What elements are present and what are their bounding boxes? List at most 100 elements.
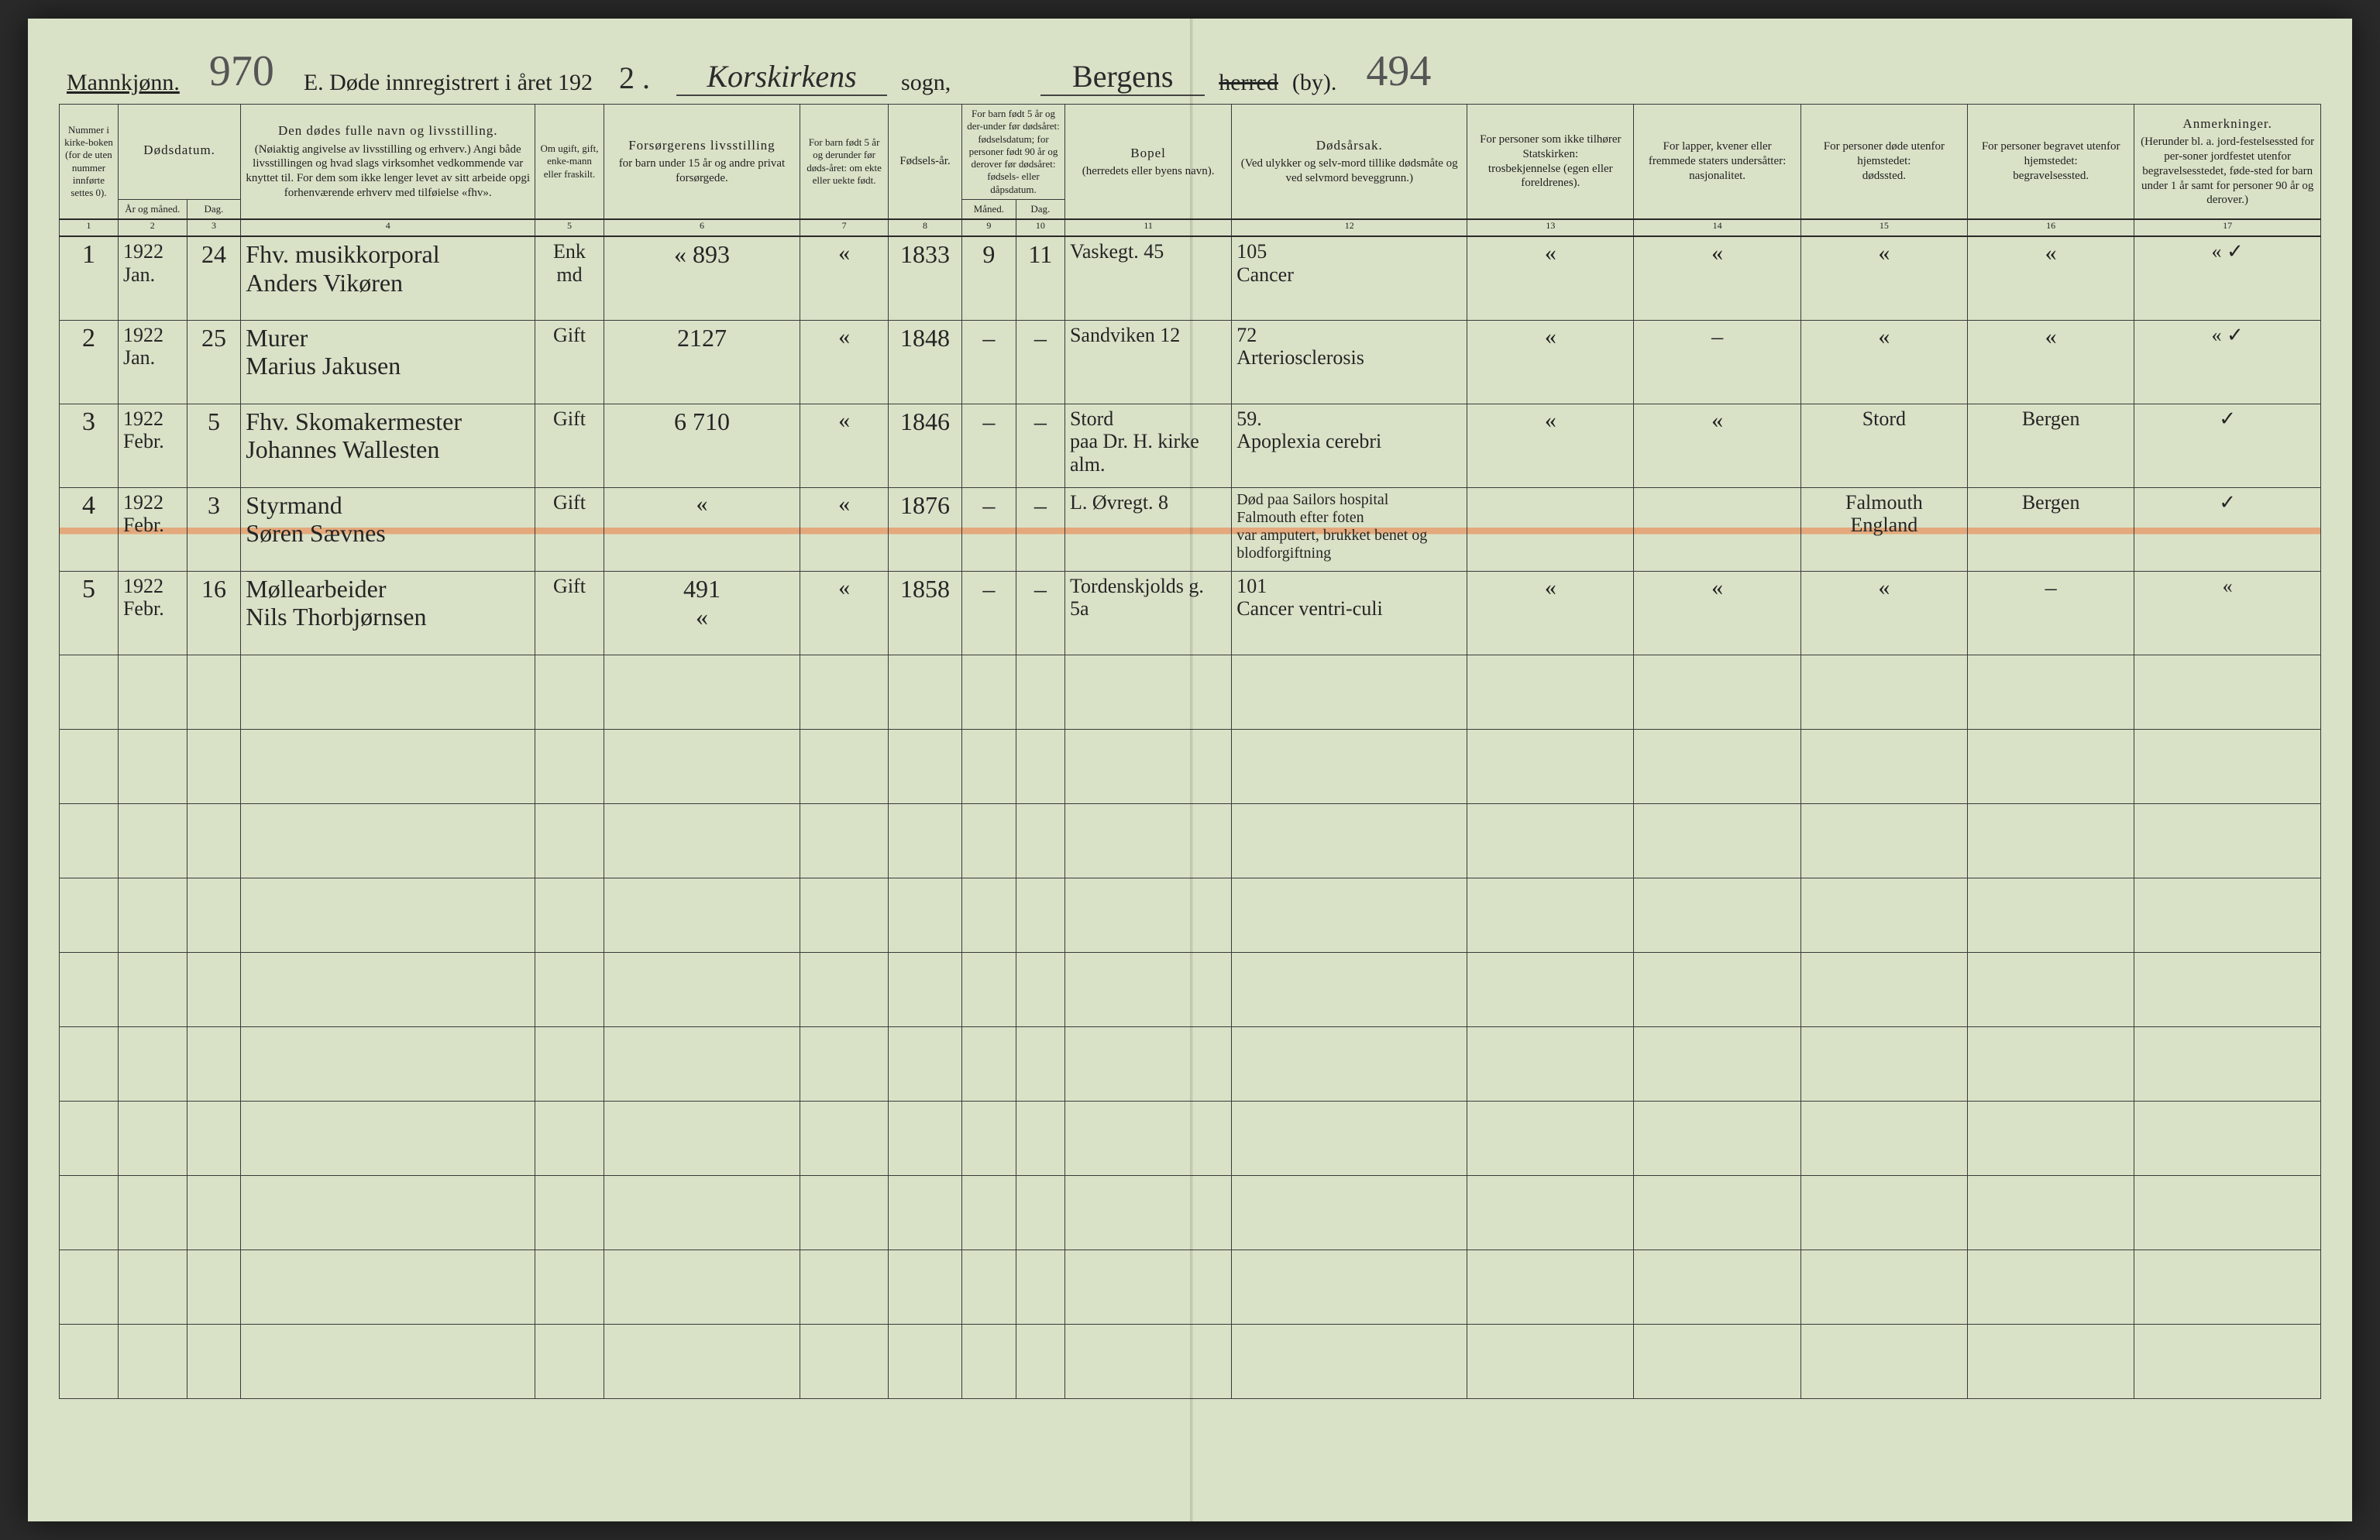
cell-provider: 6 710 (604, 404, 800, 487)
colnum: 17 (2134, 219, 2321, 236)
col-13-header: For personer som ikke tilhører Statskirk… (1467, 105, 1634, 220)
cell-ekte: « (800, 236, 889, 320)
cell-provider: « 893 (604, 236, 800, 320)
cell-residence: Tordenskjolds g. 5a (1064, 571, 1231, 655)
cell-bm: 9 (962, 236, 1016, 320)
cell-c17: ✓ (2134, 487, 2321, 571)
col-17-sub: (Herunder bl. a. jord-festelsessted for … (2141, 136, 2314, 206)
cell-cause: 72Arteriosclerosis (1232, 320, 1467, 404)
cell-cause: 59.Apoplexia cerebri (1232, 404, 1467, 487)
title-prefix: E. Døde innregistrert i året 192 (304, 70, 593, 96)
cell-day: 5 (187, 404, 241, 487)
cell-day: 16 (187, 571, 241, 655)
cell-c17: « (2134, 571, 2321, 655)
cell-bd: – (1016, 320, 1064, 404)
col-9b-header: Dag. (1016, 199, 1064, 219)
cell-ekte: « (800, 404, 889, 487)
ledger-page: Mannkjønn. 970 E. Døde innregistrert i å… (28, 19, 2352, 1521)
colnum: 11 (1064, 219, 1231, 236)
colnum: 3 (187, 219, 241, 236)
col-12-sub: (Ved ulykker og selv-mord tillike dødsmå… (1241, 157, 1458, 184)
parish-name: Korskirkens (676, 58, 887, 96)
cell-bd: – (1016, 404, 1064, 487)
cell-name: MurerMarius Jakusen (241, 320, 535, 404)
col-9a-header: Måned. (962, 199, 1016, 219)
row-number: 4 (60, 487, 119, 571)
col-5-header: Om ugift, gift, enke-mann eller fraskilt… (535, 105, 604, 220)
cell-year-month: 1922Febr. (118, 404, 187, 487)
cell-bd: 11 (1016, 236, 1064, 320)
cell-bd: – (1016, 487, 1064, 571)
cell-name: MøllearbeiderNils Thorbjørnsen (241, 571, 535, 655)
cell-c13: « (1467, 236, 1634, 320)
cell-bm: – (962, 320, 1016, 404)
cell-birth: 1876 (889, 487, 962, 571)
cell-year-month: 1922Febr. (118, 571, 187, 655)
col-14-title: For lapper, kvener eller fremmede stater… (1649, 140, 1786, 167)
col-13-title: For personer som ikke tilhører Statskirk… (1480, 133, 1621, 160)
cell-c14: « (1634, 236, 1800, 320)
cell-birth: 1848 (889, 320, 962, 404)
col-4-title: Den dødes fulle navn og livsstilling. (246, 122, 530, 139)
cell-provider: « (604, 487, 800, 571)
cell-c13: « (1467, 320, 1634, 404)
cell-bm: – (962, 487, 1016, 571)
cell-bd: – (1016, 571, 1064, 655)
cell-name: StyrmandSøren Sævnes (241, 487, 535, 571)
sogn-label: sogn, (901, 70, 951, 96)
cell-c14: « (1634, 571, 1800, 655)
cell-provider: 2127 (604, 320, 800, 404)
col-11-title: Bopel (1070, 145, 1226, 161)
col-17-header: Anmerkninger. (Herunder bl. a. jord-fest… (2134, 105, 2321, 220)
col-11-sub: (herredets eller byens navn). (1082, 165, 1215, 177)
colnum: 16 (1968, 219, 2134, 236)
cell-c15: « (1800, 571, 1967, 655)
col-2b-header: Dag. (187, 199, 241, 219)
cell-residence: Sandviken 12 (1064, 320, 1231, 404)
cell-bm: – (962, 404, 1016, 487)
col-16-sub: begravelsessted. (2013, 170, 2089, 182)
col-1-header: Nummer i kirke-boken (for de uten nummer… (60, 105, 119, 220)
cell-civil: Gift (535, 487, 604, 571)
colnum: 12 (1232, 219, 1467, 236)
col-dodsdatum-title: Dødsdatum. (123, 142, 236, 158)
colnum: 5 (535, 219, 604, 236)
cell-c17: ✓ (2134, 404, 2321, 487)
cell-year-month: 1922Febr. (118, 487, 187, 571)
col-12-title: Dødsårsak. (1236, 137, 1462, 153)
col-11-header: Bopel (herredets eller byens navn). (1064, 105, 1231, 220)
colnum: 10 (1016, 219, 1064, 236)
col-7-header: For barn født 5 år og derunder før døds-… (800, 105, 889, 220)
cell-c17: « ✓ (2134, 320, 2321, 404)
cell-c15: Stord (1800, 404, 1967, 487)
colnum: 7 (800, 219, 889, 236)
gender-label: Mannkjønn. (67, 70, 180, 96)
colnum: 1 (60, 219, 119, 236)
cell-birth: 1833 (889, 236, 962, 320)
colnum: 4 (241, 219, 535, 236)
cell-c16: « (1968, 320, 2134, 404)
cell-residence: L. Øvregt. 8 (1064, 487, 1231, 571)
cell-c14: – (1634, 320, 1800, 404)
cell-residence: Stordpaa Dr. H. kirke alm. (1064, 404, 1231, 487)
page-number-left: 970 (209, 46, 274, 96)
cell-residence: Vaskegt. 45 (1064, 236, 1231, 320)
cell-ekte: « (800, 487, 889, 571)
cell-c16: Bergen (1968, 404, 2134, 487)
col-dodsdatum-header: Dødsdatum. (118, 105, 240, 200)
row-number: 1 (60, 236, 119, 320)
cell-c13 (1467, 487, 1634, 571)
cell-c15: « (1800, 236, 1967, 320)
row-number: 5 (60, 571, 119, 655)
cell-c15: « (1800, 320, 1967, 404)
colnum: 8 (889, 219, 962, 236)
row-number: 2 (60, 320, 119, 404)
col-13-sub: trosbekjennelse (egen eller foreldrenes)… (1488, 163, 1613, 190)
cell-c13: « (1467, 571, 1634, 655)
by-label: (by). (1292, 70, 1336, 96)
cell-c16: – (1968, 571, 2134, 655)
cell-name: Fhv. musikkorporalAnders Vikøren (241, 236, 535, 320)
col-16-header: For personer begravet utenfor hjemstedet… (1968, 105, 2134, 220)
col-12-header: Dødsårsak. (Ved ulykker og selv-mord til… (1232, 105, 1467, 220)
cell-provider: 491« (604, 571, 800, 655)
